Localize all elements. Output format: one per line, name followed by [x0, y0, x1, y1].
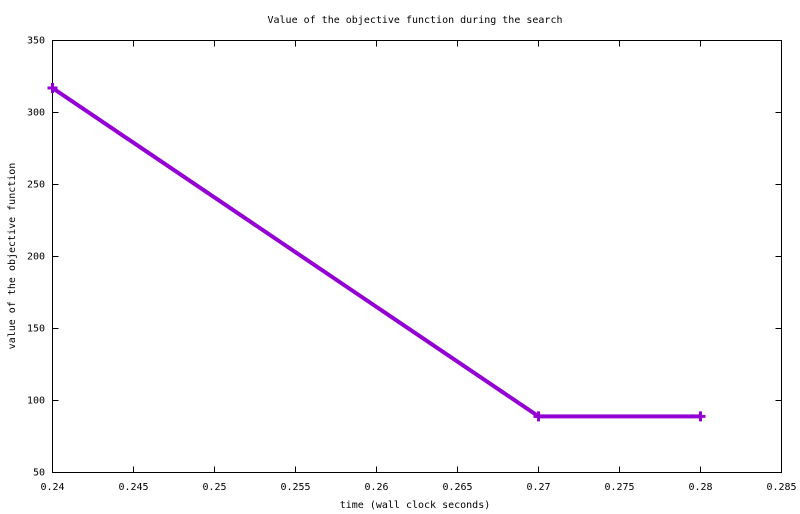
chart-title: Value of the objective function during t…	[267, 15, 562, 26]
x-tick-label: 0.25	[202, 482, 226, 493]
x-tick-label: 0.24	[40, 482, 64, 493]
y-tick-label: 50	[33, 468, 45, 479]
x-tick-label: 0.255	[280, 482, 310, 493]
point-marker	[695, 411, 706, 422]
y-tick-label: 300	[27, 108, 45, 119]
x-tick-label: 0.285	[766, 482, 796, 493]
x-tick-label: 0.265	[442, 482, 472, 493]
x-axis-label: time (wall clock seconds)	[340, 500, 491, 511]
point-marker	[47, 83, 58, 94]
y-tick-label: 100	[27, 396, 45, 407]
x-tick-label: 0.275	[604, 482, 634, 493]
y-tick-label: 350	[27, 36, 45, 47]
plot-frame	[52, 40, 782, 473]
x-tick-label: 0.28	[688, 482, 712, 493]
x-tick-label: 0.245	[118, 482, 148, 493]
series-line	[51, 86, 701, 419]
y-axis-label: value of the objective function	[7, 163, 18, 350]
y-tick-label: 250	[27, 180, 45, 191]
y-tick-label: 200	[27, 252, 45, 263]
x-tick-label: 0.27	[526, 482, 550, 493]
y-tick-label: 150	[27, 324, 45, 335]
x-tick-label: 0.26	[364, 482, 388, 493]
point-marker	[533, 411, 544, 422]
